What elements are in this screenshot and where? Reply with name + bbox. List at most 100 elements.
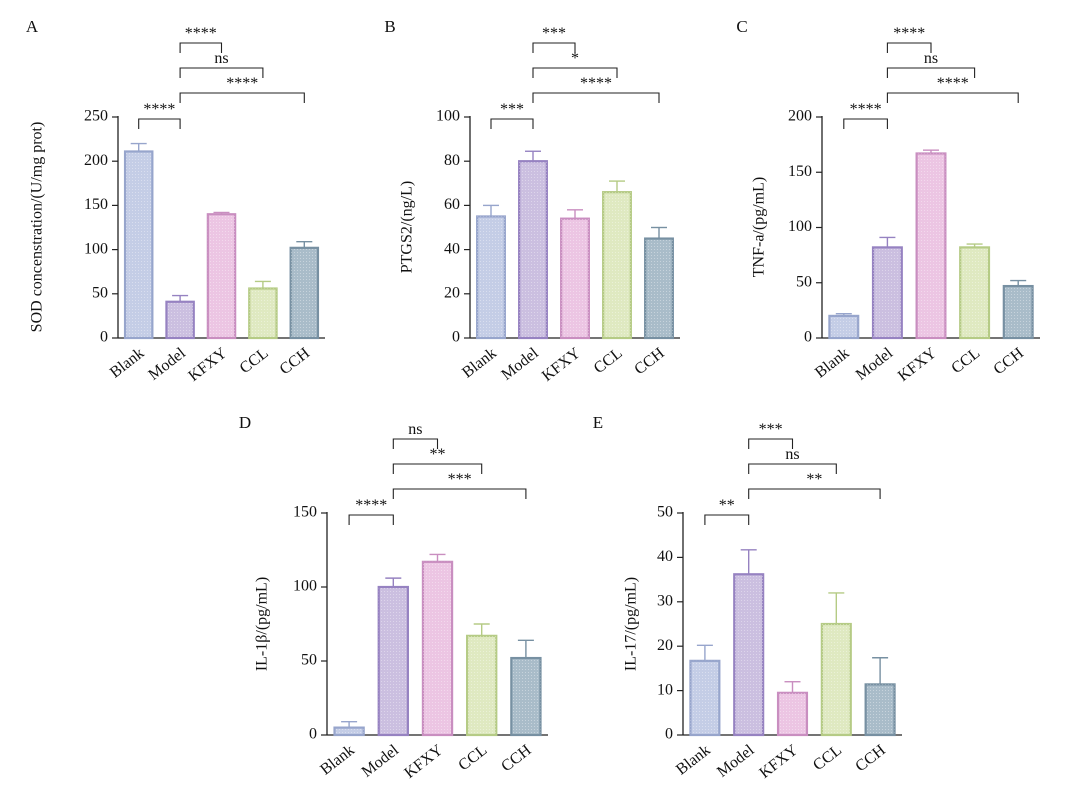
y-tick-label: 40 xyxy=(657,548,673,565)
y-tick-label: 50 xyxy=(92,284,108,301)
bar-texture-cch xyxy=(1003,286,1033,338)
significance-bracket xyxy=(886,92,1019,103)
y-tick-label: 50 xyxy=(796,273,812,290)
bar-texture-model xyxy=(378,587,408,735)
significance-bracket xyxy=(532,42,576,53)
significance-bracket xyxy=(490,118,534,129)
x-tick-label: Model xyxy=(853,344,897,383)
panel-letter: E xyxy=(593,413,603,432)
bar-texture-cch xyxy=(865,684,895,735)
significance-bracket xyxy=(748,438,794,449)
significance-label: ** xyxy=(430,446,446,463)
bar-texture-blank xyxy=(829,315,859,338)
significance-bracket xyxy=(532,67,618,78)
bar-texture-model xyxy=(166,301,194,338)
bar-texture-cch xyxy=(290,247,318,338)
significance-label: *** xyxy=(759,421,783,438)
y-tick-label: 0 xyxy=(452,329,460,346)
panel-letter: C xyxy=(736,17,747,36)
bar-texture-ccl xyxy=(960,247,989,338)
significance-label: ns xyxy=(924,50,938,67)
x-tick-label: CCH xyxy=(991,344,1028,378)
y-tick-label: 250 xyxy=(84,108,108,125)
bar-texture-model xyxy=(873,247,902,338)
significance-label: ns xyxy=(785,446,799,463)
bar-texture-ccl xyxy=(467,635,497,735)
significance-label: **** xyxy=(226,75,258,92)
bar-texture-kfxy xyxy=(561,218,589,338)
chart-panel-e: E IL-17/(pg/mL) 0 10 20 30 40 50 Blank Model KFXY C… xyxy=(593,413,902,782)
significance-bracket xyxy=(704,514,750,525)
significance-bracket xyxy=(179,92,305,103)
y-tick-label: 100 xyxy=(788,218,812,235)
significance-label: **** xyxy=(893,25,925,42)
x-tick-label: CCL xyxy=(455,742,490,775)
significance-bracket xyxy=(392,463,483,474)
panel-letter: B xyxy=(384,17,395,36)
significance-label: **** xyxy=(850,101,882,118)
x-tick-label: CCL xyxy=(948,345,983,378)
x-tick-label: KFXY xyxy=(401,741,446,781)
bar-texture-blank xyxy=(125,151,153,338)
bar-texture-ccl xyxy=(821,624,851,735)
y-tick-label: 150 xyxy=(84,196,108,213)
significance-label: *** xyxy=(500,101,524,118)
bar-texture-kfxy xyxy=(778,692,807,735)
bar-texture-kfxy xyxy=(207,214,236,338)
y-tick-label: 200 xyxy=(788,108,812,125)
y-tick-label: 20 xyxy=(657,637,673,654)
y-tick-label: 0 xyxy=(665,726,673,743)
y-tick-label: 30 xyxy=(657,592,673,609)
x-tick-label: KFXY xyxy=(756,741,801,781)
bar-texture-model xyxy=(734,574,764,735)
bar-texture-model xyxy=(519,161,547,338)
bar-texture-blank xyxy=(690,660,720,735)
y-tick-label: 10 xyxy=(657,681,673,698)
bar-texture-ccl xyxy=(603,192,631,338)
bar-texture-kfxy xyxy=(916,153,946,338)
x-tick-label: CCH xyxy=(277,344,314,378)
bar-texture-blank xyxy=(334,727,364,735)
y-tick-label: 150 xyxy=(788,163,812,180)
y-tick-label: 200 xyxy=(84,152,108,169)
x-tick-label: CCL xyxy=(810,742,845,775)
x-tick-label: Blank xyxy=(459,345,500,382)
x-tick-label: CCH xyxy=(498,741,535,775)
y-tick-label: 20 xyxy=(444,284,460,301)
x-tick-label: Blank xyxy=(673,742,714,779)
chart-panel-c: C TNF-a/(pg/mL) 0 50 100 150 200 Blank ModelKFXY… xyxy=(736,17,1040,385)
significance-bracket xyxy=(392,488,527,499)
panel-letter: D xyxy=(239,413,251,432)
x-tick-label: KFXY xyxy=(185,344,230,384)
significance-bracket xyxy=(843,118,888,129)
y-tick-label: 100 xyxy=(84,240,108,257)
significance-label: *** xyxy=(448,471,472,488)
x-tick-label: CCL xyxy=(591,345,626,378)
chart-panel-d: D IL-1β/(pg/mL) 0 50 100 150 Blank Model KFXY CCL… xyxy=(239,413,548,782)
x-tick-label: Model xyxy=(359,741,403,780)
y-axis-label: PTGS2/(ng/L) xyxy=(399,181,416,273)
significance-bracket xyxy=(886,67,976,78)
y-axis-label: SOD concenstration/(U/mg prot) xyxy=(29,122,46,333)
significance-label: **** xyxy=(937,75,969,92)
y-tick-label: 80 xyxy=(444,152,460,169)
chart-panel-a: A SOD concenstration/(U/mg prot) 0 50 100 150… xyxy=(26,17,325,385)
x-tick-label: CCL xyxy=(237,345,272,378)
bar-texture-kfxy xyxy=(422,561,453,735)
y-tick-label: 0 xyxy=(309,726,317,743)
x-tick-label: Blank xyxy=(812,345,853,382)
y-axis-label: IL-17/(pg/mL) xyxy=(623,577,640,671)
x-tick-label: CCH xyxy=(631,344,668,378)
y-axis-label: TNF-a/(pg/mL) xyxy=(751,177,768,277)
significance-bracket xyxy=(886,42,932,53)
significance-label: ns xyxy=(408,421,422,438)
significance-bracket xyxy=(138,118,181,129)
significance-bracket xyxy=(348,514,394,525)
y-tick-label: 60 xyxy=(444,196,460,213)
bar-texture-cch xyxy=(511,658,541,735)
y-tick-label: 50 xyxy=(657,504,673,521)
y-tick-label: 100 xyxy=(293,578,317,595)
significance-label: ** xyxy=(719,497,735,514)
y-tick-label: 40 xyxy=(444,240,460,257)
